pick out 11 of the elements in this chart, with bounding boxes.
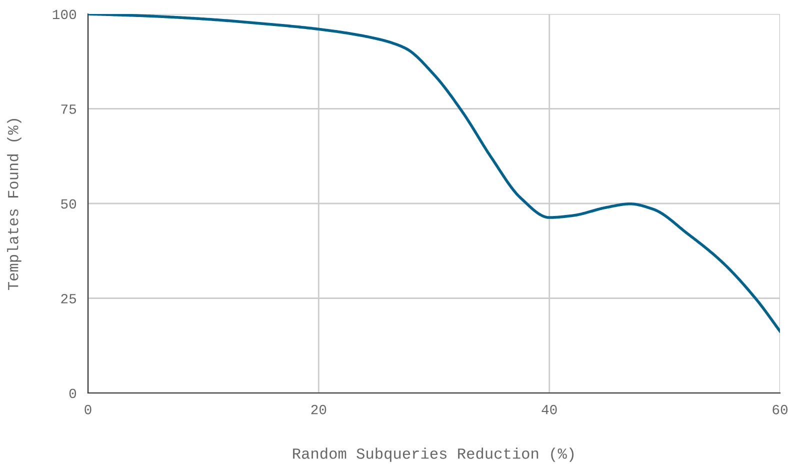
y-tick-label: 50 <box>61 199 76 209</box>
y-tick-label: 100 <box>52 10 76 20</box>
x-axis-title: Random Subqueries Reduction (%) <box>293 448 574 462</box>
x-tick-label: 20 <box>311 404 326 414</box>
x-tick-label: 40 <box>542 404 557 414</box>
x-tick-label: 0 <box>84 404 92 414</box>
x-tick-label: 60 <box>772 404 788 414</box>
y-axis-title: Templates Found (%) <box>7 118 22 290</box>
y-tick-label: 0 <box>69 388 76 398</box>
y-tick-label: 75 <box>61 104 76 114</box>
y-tick-label: 25 <box>61 294 76 304</box>
